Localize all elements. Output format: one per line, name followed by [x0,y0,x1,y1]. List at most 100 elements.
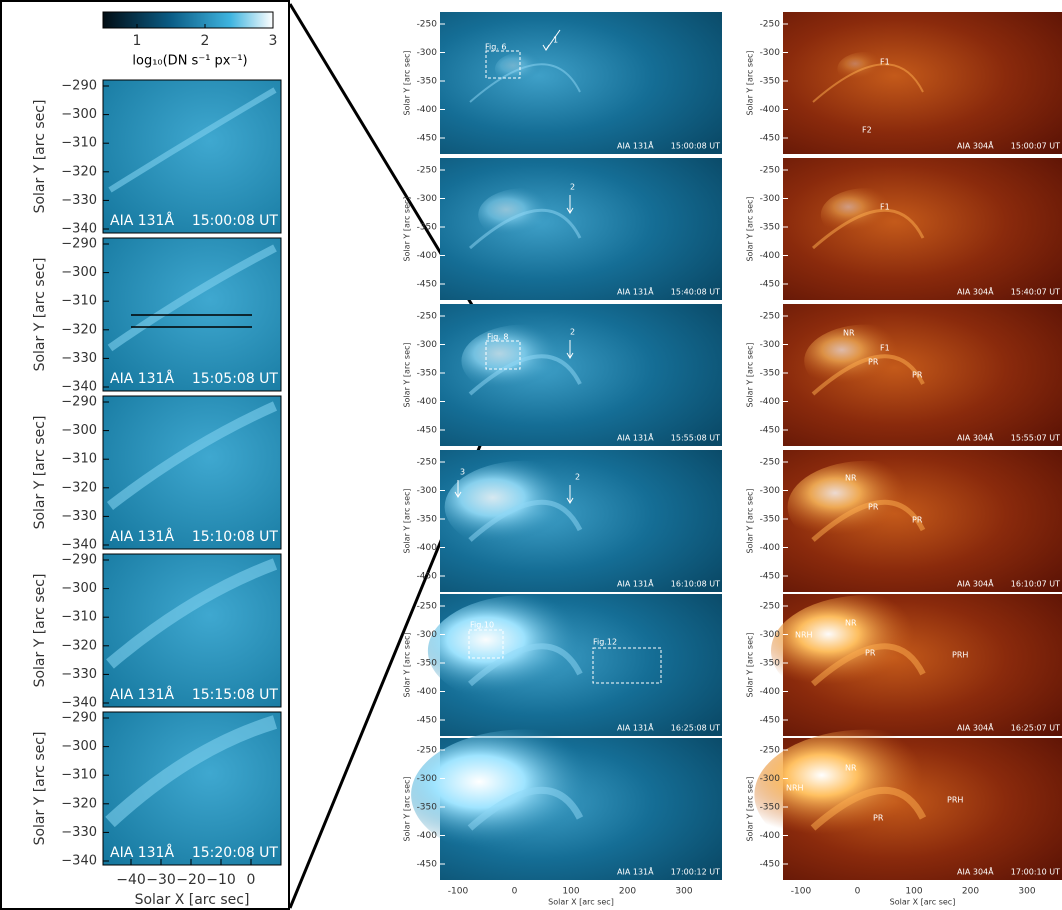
instrument-label: AIA 131Å [110,844,174,861]
loop-feature [106,558,278,669]
time-label: 15:40:07 UT [1011,288,1060,297]
time-label: 16:25:07 UT [1011,724,1060,733]
y-axis-label: Solar Y [arc sec] [746,632,755,697]
zoom-frame [0,0,290,910]
y-tick-label: -450 [417,280,438,290]
time-label: 15:00:07 UT [1011,142,1060,151]
y-axis-label: Solar Y [arc sec] [403,776,412,841]
flare-brightening [837,51,896,86]
y-tick-label: -300 [760,486,781,496]
dashed-box [592,647,662,684]
loop-feature [107,244,277,352]
annotation: PR [868,503,879,512]
image-panel [754,729,1062,880]
solar-image [440,158,722,300]
image-panel [440,12,722,154]
annotation: F1 [880,58,890,67]
y-axis-label: Solar Y [arc sec] [746,196,755,261]
image-panel [440,450,722,592]
y-axis-label: Solar Y [arc sec] [32,258,48,372]
y-tick-label: −310 [61,136,97,151]
y-tick-label: -400 [417,543,438,553]
y-tick-label: -250 [760,20,781,30]
time-label: 15:40:08 UT [671,288,720,297]
y-axis-label: Solar Y [arc sec] [403,488,412,553]
x-tick-label: 0 [855,887,861,897]
y-tick-label: -350 [417,369,438,379]
image-panel [440,304,722,446]
y-tick-label: -250 [417,166,438,176]
y-tick-label: -250 [417,602,438,612]
arrow-head [566,497,574,504]
y-tick-label: -350 [760,659,781,669]
y-tick-label: −290 [61,395,97,410]
y-tick-label: -450 [417,134,438,144]
annotation: PRH [952,651,968,660]
zoom-panel [102,79,282,234]
x-tick-label: 100 [905,887,922,897]
y-tick-label: -300 [760,774,781,784]
y-tick-label: -350 [760,803,781,813]
x-axis-label: Solar X [arc sec] [135,892,250,908]
x-axis-label: Solar X [arc sec] [548,898,614,907]
y-tick-label: −300 [61,107,97,122]
y-tick-label: -350 [760,515,781,525]
loop-feature [811,643,926,687]
x-tick-label: −10 [206,872,236,888]
y-tick-label: -400 [760,105,781,115]
loop-feature [811,499,926,542]
loop-feature [812,63,924,103]
loop-feature [106,401,278,510]
x-tick-label: −30 [146,872,176,888]
loop-feature [810,786,927,831]
annotation: Fig. 8 [487,333,509,342]
x-tick-label: 200 [619,887,636,897]
x-tick-label: -100 [791,887,812,897]
annotation: PR [868,358,879,367]
image-panel [440,158,722,300]
instrument-label: AIA 131Å [617,722,654,733]
y-tick-label: −320 [61,638,97,653]
y-tick-label: −290 [61,237,97,252]
solar-image [783,158,1062,300]
y-tick-label: −340 [61,222,97,237]
y-axis-label: Solar Y [arc sec] [746,50,755,115]
y-axis-label: Solar Y [arc sec] [746,342,755,407]
y-tick-label: -450 [417,572,438,582]
y-tick-label: −300 [61,423,97,438]
dashed-box [468,629,504,659]
time-label: 17:00:10 UT [1011,868,1060,877]
time-label: 16:25:08 UT [671,724,720,733]
x-axis-label: Solar X [arc sec] [890,898,956,907]
instrument-label: AIA 131Å [110,212,174,229]
y-tick-label: −330 [61,667,97,682]
y-tick-label: -450 [417,860,438,870]
y-tick-label: −320 [61,480,97,495]
y-tick-label: -400 [760,251,781,261]
x-tick-label: 200 [962,887,979,897]
y-axis-label: Solar Y [arc sec] [32,416,48,530]
image-panel [783,450,1062,592]
y-axis-label: Solar Y [arc sec] [746,776,755,841]
x-tick-label: 100 [562,887,579,897]
x-tick-label: −20 [176,872,206,888]
annotation: F1 [880,203,890,212]
y-tick-label: -450 [760,860,781,870]
y-tick-label: -300 [760,194,781,204]
y-tick-label: -250 [417,458,438,468]
loop-feature [812,208,925,250]
y-tick-label: -300 [417,194,438,204]
x-tick-label: 0 [512,887,518,897]
y-tick-label: −330 [61,193,97,208]
x-tick-label: 0 [247,872,256,888]
y-tick-label: −330 [61,825,97,840]
loop-feature [105,715,278,828]
y-tick-label: -300 [417,630,438,640]
solar-image [783,12,1062,154]
instrument-label: AIA 131Å [110,686,174,703]
y-tick-label: -400 [760,687,781,697]
annotation: PR [912,516,923,525]
y-tick-label: -300 [760,340,781,350]
y-tick-label: -300 [417,774,438,784]
annotation: NRH [786,784,804,793]
